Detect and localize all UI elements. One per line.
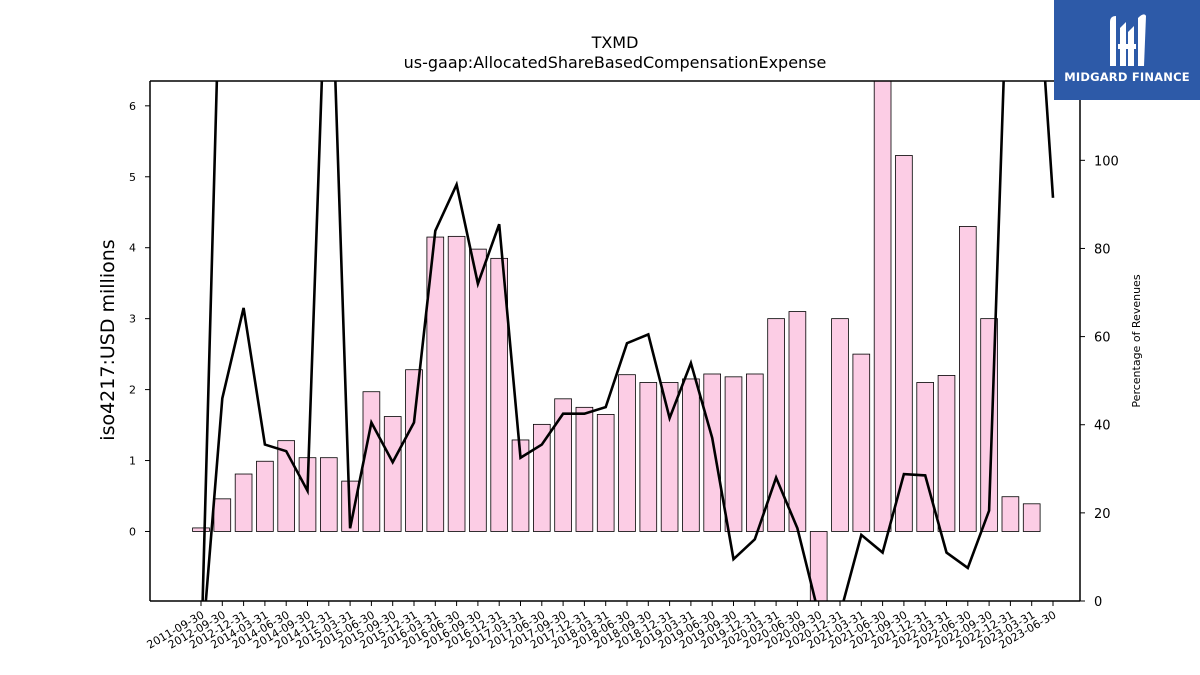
bar bbox=[469, 248, 487, 532]
bar bbox=[937, 375, 956, 532]
bar bbox=[405, 369, 423, 532]
y-axis-label: iso4217:USD millions bbox=[97, 239, 119, 440]
bar bbox=[916, 382, 934, 532]
bar bbox=[319, 457, 338, 532]
bar bbox=[873, 80, 892, 532]
bar bbox=[852, 353, 871, 532]
bar bbox=[959, 226, 977, 532]
bar bbox=[639, 382, 658, 532]
bar bbox=[1022, 503, 1041, 532]
bar bbox=[362, 391, 381, 532]
y2-tick-label: 0 bbox=[1094, 595, 1102, 610]
bar bbox=[256, 460, 274, 532]
logo: MIDGARD FINANCE bbox=[1054, 0, 1200, 100]
bar bbox=[511, 439, 530, 532]
bar bbox=[682, 378, 700, 532]
y-tick-label: 2 bbox=[129, 384, 136, 397]
bar bbox=[1001, 496, 1020, 532]
bar bbox=[234, 473, 253, 532]
chart-title: TXMD bbox=[591, 33, 639, 52]
chart-subtitle: us-gaap:AllocatedShareBasedCompensationE… bbox=[404, 53, 827, 72]
bar bbox=[554, 398, 572, 532]
y-tick-label: 4 bbox=[129, 242, 136, 255]
bar bbox=[213, 498, 232, 532]
bar bbox=[660, 382, 679, 532]
y2-tick-label: 20 bbox=[1094, 507, 1111, 522]
bar-series bbox=[192, 80, 1041, 602]
y-tick-label: 6 bbox=[129, 100, 136, 113]
bar bbox=[490, 257, 508, 532]
bar bbox=[277, 440, 295, 532]
bar bbox=[724, 376, 743, 532]
y2-tick-label: 80 bbox=[1094, 242, 1111, 257]
bar bbox=[746, 373, 764, 532]
bar bbox=[788, 311, 807, 532]
bar bbox=[703, 373, 721, 532]
bar bbox=[383, 416, 402, 532]
bar bbox=[596, 414, 615, 532]
y2-axis-label: Percentage of Revenues bbox=[1130, 274, 1143, 407]
bar bbox=[895, 155, 913, 532]
y-tick-label: 1 bbox=[129, 455, 136, 468]
y-tick-label: 3 bbox=[129, 313, 136, 326]
bar bbox=[447, 235, 466, 532]
y2-tick-label: 40 bbox=[1094, 419, 1111, 434]
bar bbox=[767, 318, 785, 532]
bar bbox=[575, 406, 594, 532]
logo-text: MIDGARD FINANCE bbox=[1064, 70, 1190, 84]
bar bbox=[831, 318, 849, 532]
bar bbox=[533, 423, 551, 532]
series-line bbox=[201, 81, 1055, 601]
line-series bbox=[201, 81, 1055, 601]
logo-icon bbox=[1110, 14, 1146, 66]
bar bbox=[618, 374, 636, 532]
y-tick-label: 5 bbox=[129, 171, 136, 184]
y-tick-label: 0 bbox=[129, 525, 136, 538]
y2-tick-label: 60 bbox=[1094, 331, 1111, 346]
y2-tick-label: 100 bbox=[1094, 154, 1119, 169]
bar bbox=[192, 527, 210, 532]
